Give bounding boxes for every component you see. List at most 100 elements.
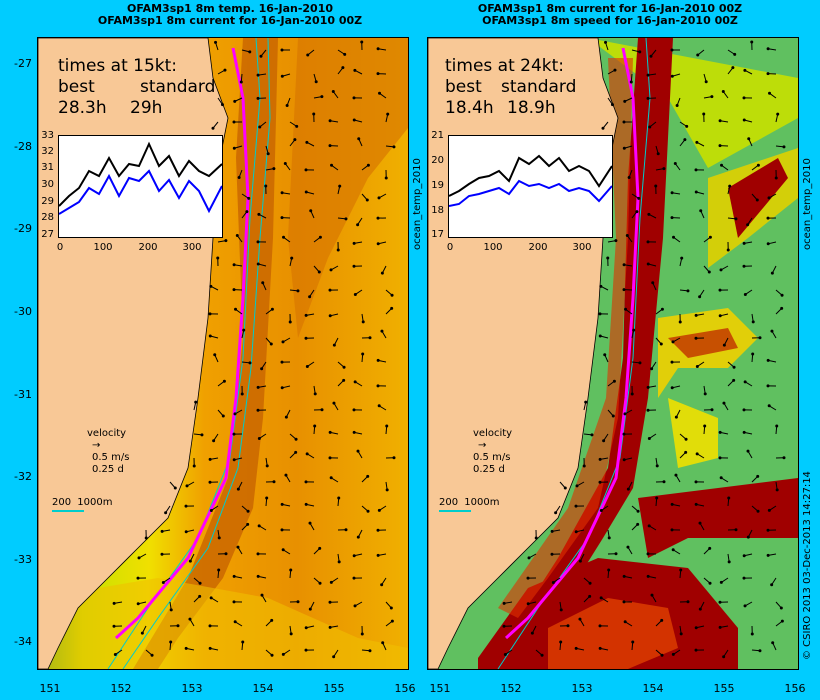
current-arrow-head bbox=[727, 496, 731, 500]
current-arrow-head bbox=[774, 176, 778, 180]
right-isobath-key: 200 1000m bbox=[439, 497, 499, 512]
current-arrow-head bbox=[208, 646, 212, 650]
current-arrow-head bbox=[625, 234, 629, 238]
current-arrow-head bbox=[718, 314, 722, 318]
current-arrow-head bbox=[770, 271, 774, 275]
right-side-label: ocean_temp_2010 bbox=[802, 158, 813, 250]
current-arrow-head bbox=[328, 288, 332, 292]
current-arrow-head bbox=[386, 112, 390, 116]
current-arrow-head bbox=[352, 96, 356, 100]
current-arrow-head bbox=[566, 624, 570, 628]
x-tick: 152 bbox=[110, 682, 132, 695]
current-arrow-head bbox=[377, 404, 381, 408]
current-arrow-head bbox=[526, 602, 530, 606]
current-arrow-head bbox=[782, 145, 786, 149]
current-arrow-head bbox=[392, 145, 396, 149]
current-arrow-head bbox=[169, 608, 173, 612]
current-arrow-head bbox=[305, 140, 309, 144]
current-arrow-head bbox=[722, 343, 726, 347]
current-arrow-head bbox=[265, 464, 269, 468]
current-arrow-head bbox=[718, 288, 722, 292]
current-arrow-head bbox=[656, 152, 660, 156]
current-arrow-head bbox=[318, 581, 322, 585]
current-arrow-head bbox=[284, 473, 288, 477]
current-arrow-head bbox=[670, 48, 674, 52]
current-arrow-head bbox=[361, 320, 365, 324]
current-arrow-head bbox=[722, 401, 726, 405]
current-arrow-head bbox=[742, 264, 746, 268]
current-arrow-head bbox=[265, 496, 269, 500]
current-core bbox=[133, 38, 278, 669]
current-arrow-head bbox=[674, 415, 678, 419]
col-best-label: best bbox=[445, 77, 482, 97]
current-arrow-head bbox=[766, 47, 770, 51]
current-arrow-head bbox=[638, 50, 642, 54]
current-arrow-head bbox=[352, 118, 356, 122]
current-arrow-head bbox=[710, 95, 714, 99]
current-arrow-head bbox=[352, 576, 356, 580]
current-arrow-head bbox=[280, 74, 284, 78]
current-arrow-head bbox=[673, 162, 677, 166]
current-arrow-head bbox=[377, 508, 381, 512]
current-arrow-head bbox=[342, 365, 346, 369]
current-arrow-head bbox=[266, 152, 270, 156]
y-tick: -34 bbox=[14, 635, 32, 648]
current-arrow-head bbox=[353, 380, 357, 384]
current-arrow-head bbox=[352, 264, 356, 268]
current-arrow-head bbox=[232, 120, 236, 124]
inset-x-tick: 100 bbox=[93, 242, 113, 253]
current-arrow-head bbox=[646, 96, 650, 100]
current-arrow-head bbox=[376, 358, 380, 362]
current-arrow-head bbox=[766, 384, 770, 388]
current-arrow-head bbox=[184, 646, 188, 650]
current-arrow-head bbox=[194, 400, 198, 404]
current-arrow-head bbox=[208, 480, 212, 484]
current-arrow-head bbox=[610, 103, 614, 107]
x-tick: 156 bbox=[394, 682, 416, 695]
current-arrow-head bbox=[718, 600, 722, 604]
best-time-value: 28.3h bbox=[58, 98, 107, 118]
current-arrow-head bbox=[742, 241, 746, 245]
inset-x-tick: 200 bbox=[528, 242, 548, 253]
current-arrow-head bbox=[683, 138, 687, 142]
current-arrow-head bbox=[378, 91, 382, 95]
current-arrow-head bbox=[751, 352, 755, 356]
current-arrow-head bbox=[622, 574, 626, 578]
current-arrow-head bbox=[235, 234, 239, 238]
current-arrow-head bbox=[742, 408, 746, 412]
current-arrow-head bbox=[695, 452, 699, 456]
current-arrow-head bbox=[703, 424, 707, 428]
current-arrow-head bbox=[169, 640, 173, 644]
current-arrow-head bbox=[353, 604, 357, 608]
current-arrow-head bbox=[309, 209, 313, 213]
current-arrow-head bbox=[392, 456, 396, 460]
current-arrow-head bbox=[144, 536, 148, 540]
x-tick: 153 bbox=[181, 682, 203, 695]
current-arrow-head bbox=[718, 119, 722, 123]
current-arrow-head bbox=[694, 168, 698, 172]
inset-y-tick: 20 bbox=[431, 155, 444, 166]
current-arrow-head bbox=[376, 47, 380, 51]
current-arrow-head bbox=[220, 103, 224, 107]
current-arrow-head bbox=[636, 509, 640, 513]
right-inset-svg bbox=[448, 154, 613, 207]
current-arrow-head bbox=[285, 103, 289, 107]
current-arrow-head bbox=[366, 163, 370, 167]
current-arrow-head bbox=[631, 640, 635, 644]
current-arrow-head bbox=[622, 146, 626, 150]
current-arrow-head bbox=[646, 385, 650, 389]
current-arrow-head bbox=[376, 72, 380, 76]
current-arrow-head bbox=[332, 655, 336, 659]
current-arrow-head bbox=[329, 476, 333, 480]
current-arrow-head bbox=[704, 80, 708, 84]
current-arrow-head bbox=[376, 242, 380, 246]
current-arrow-head bbox=[694, 648, 698, 652]
current-arrow-head bbox=[742, 96, 746, 100]
current-arrow-head bbox=[341, 66, 345, 70]
current-arrow-head bbox=[281, 548, 285, 552]
series-blue-line bbox=[448, 179, 613, 207]
current-arrow-head bbox=[212, 439, 216, 443]
current-arrow-head bbox=[260, 593, 264, 597]
current-arrow-head bbox=[622, 600, 626, 604]
current-arrow-head bbox=[670, 502, 674, 506]
